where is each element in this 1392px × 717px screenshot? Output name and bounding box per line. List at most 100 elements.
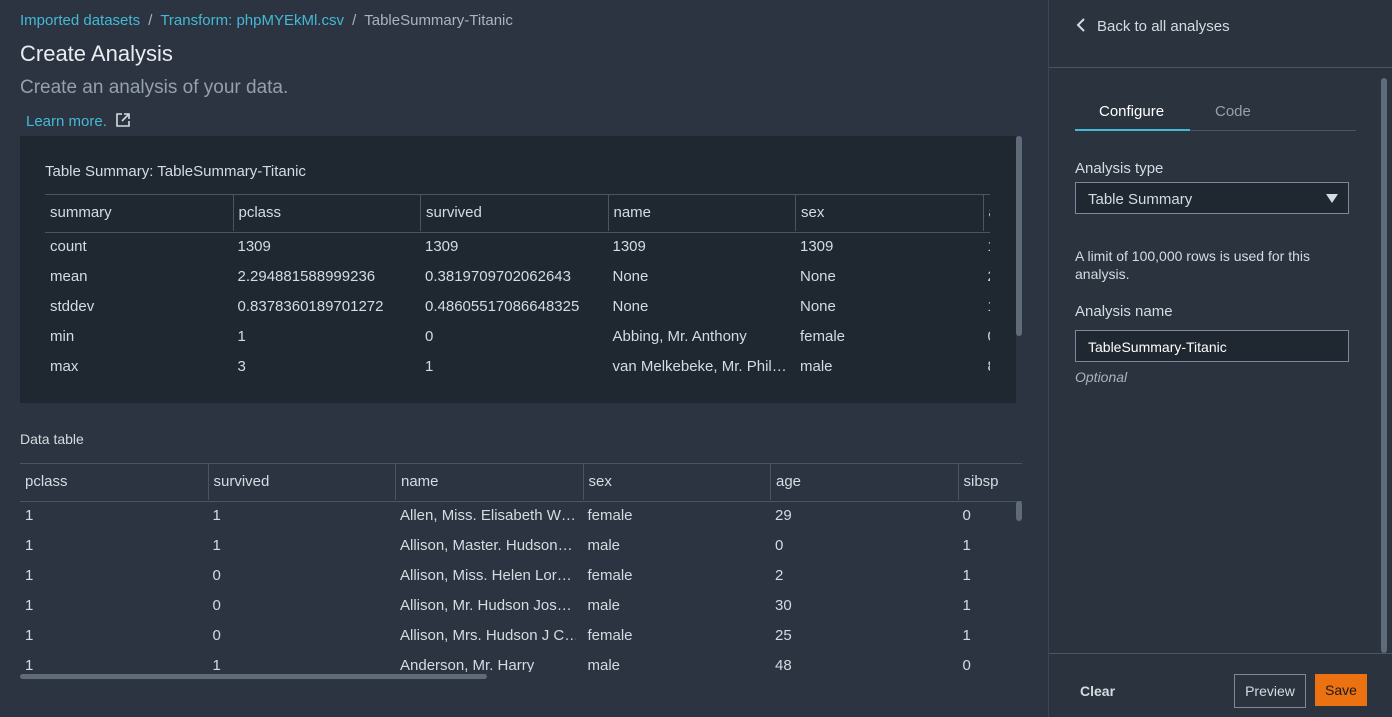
cell: min bbox=[50, 328, 75, 345]
cell: 1 bbox=[212, 537, 221, 554]
cell: stddev bbox=[50, 298, 95, 315]
cell: 1309 bbox=[237, 238, 271, 255]
learn-more-text: Learn more. bbox=[26, 113, 107, 130]
cell: 3 bbox=[237, 358, 246, 375]
cell: 1 bbox=[962, 627, 971, 644]
cell: Allison, Mr. Hudson Jos… bbox=[400, 597, 572, 614]
cell: 0.48605517086648325 bbox=[425, 298, 580, 315]
label: Analysis name bbox=[1075, 303, 1173, 320]
cell: 30 bbox=[775, 597, 792, 614]
cell: 1 bbox=[25, 537, 34, 554]
cell: 1 bbox=[25, 597, 34, 614]
cell: 0 bbox=[212, 597, 221, 614]
back-text: Back to all analyses bbox=[1097, 18, 1230, 35]
tab[interactable]: Configure bbox=[1099, 103, 1165, 120]
cell: 1 bbox=[212, 507, 221, 524]
cell: Allison, Mrs. Hudson J C… bbox=[400, 627, 576, 644]
cell: van Melkebeke, Mr. Phil… bbox=[612, 358, 787, 375]
cell: 14.413493211271334 bbox=[983, 289, 991, 325]
column-header: age bbox=[982, 195, 990, 231]
preview-button[interactable]: Preview bbox=[1234, 674, 1306, 708]
select[interactable]: Table Summary bbox=[1075, 182, 1349, 214]
cell: Abbing, Mr. Anthony bbox=[612, 328, 747, 345]
cell: max bbox=[50, 358, 79, 375]
cell: 1 bbox=[25, 567, 34, 584]
cell: 2 bbox=[775, 567, 784, 584]
data-table-title: Data table bbox=[20, 431, 84, 447]
data-header: pclass survived name sex age sibsp bbox=[20, 463, 1022, 502]
cell: count bbox=[50, 238, 87, 255]
input[interactable]: TableSummary-Titanic bbox=[1075, 330, 1349, 362]
cell: female bbox=[587, 567, 633, 584]
cell: 1 bbox=[25, 507, 34, 524]
clear-button[interactable]: Clear bbox=[1080, 683, 1116, 699]
cell: male bbox=[587, 537, 621, 554]
cell: male bbox=[587, 657, 621, 672]
chevron bbox=[1076, 18, 1085, 32]
select-value: Table Summary bbox=[1088, 191, 1193, 208]
cell: 0 bbox=[212, 567, 221, 584]
v-scrollbar[interactable] bbox=[1016, 501, 1022, 521]
cell: 0 bbox=[775, 537, 784, 554]
cell: 0.3819709702062643 bbox=[425, 268, 571, 285]
cell: 1 bbox=[962, 597, 971, 614]
summary-box: Table Summary: TableSummary-Titanic summ… bbox=[20, 136, 1016, 403]
tab[interactable]: Code bbox=[1215, 103, 1251, 120]
cell: 1 bbox=[962, 537, 971, 554]
cell: 29 bbox=[775, 507, 792, 524]
cell: 0 bbox=[962, 657, 971, 672]
column-header: sibsp bbox=[957, 464, 1023, 500]
column-header: survived bbox=[207, 464, 396, 500]
input-value: TableSummary-Titanic bbox=[1088, 339, 1227, 355]
column-header: pclass bbox=[232, 195, 421, 231]
crumb[interactable]: Imported datasets bbox=[20, 12, 141, 29]
cell: 1 bbox=[212, 657, 221, 672]
cell: mean bbox=[50, 268, 88, 285]
data-body: 1 1 Allen, Miss. Elisabeth W… female 29 0 1 1 Al… bbox=[20, 501, 1022, 672]
back-link[interactable]: Back to all analyses bbox=[1075, 18, 1230, 35]
cell: 2.294881588999236 bbox=[237, 268, 376, 285]
cell: 0.8378360189701272 bbox=[237, 298, 384, 315]
column-header: summary bbox=[50, 204, 112, 221]
column-header: survived bbox=[420, 195, 608, 231]
learn-more[interactable]: Learn more. bbox=[26, 112, 131, 130]
h-scrollbar[interactable] bbox=[20, 674, 487, 679]
optional: Optional bbox=[1075, 369, 1128, 385]
external-icon bbox=[116, 113, 130, 127]
caret bbox=[1326, 194, 1338, 203]
cell: 0.1667 bbox=[983, 319, 991, 355]
column-header: pclass bbox=[25, 473, 68, 490]
cell: 1 bbox=[237, 328, 246, 345]
cell: female bbox=[587, 627, 633, 644]
cell: 48 bbox=[775, 657, 792, 672]
crumb: TableSummary-Titanic bbox=[364, 12, 513, 29]
cell: Anderson, Mr. Harry bbox=[400, 657, 535, 672]
subtitle: Create an analysis of your data. bbox=[20, 77, 289, 98]
cell: Allen, Miss. Elisabeth W… bbox=[400, 507, 576, 524]
cell: female bbox=[800, 328, 846, 345]
scrollbar[interactable] bbox=[1016, 136, 1022, 336]
cell: 1 bbox=[25, 657, 34, 672]
tab-active bbox=[1075, 129, 1190, 131]
cell: Allison, Master. Hudson… bbox=[400, 537, 573, 554]
tab-line bbox=[1075, 130, 1356, 131]
save-button[interactable]: Save bbox=[1315, 674, 1367, 706]
sep: / bbox=[352, 12, 357, 29]
cell: 1046 bbox=[983, 232, 991, 265]
cell: None bbox=[800, 268, 836, 285]
cell: Allison, Miss. Helen Lor… bbox=[400, 567, 572, 584]
cell: None bbox=[612, 268, 649, 285]
panel-scrollbar[interactable] bbox=[1381, 78, 1387, 653]
label: Analysis type bbox=[1075, 160, 1164, 177]
cell: male bbox=[587, 597, 621, 614]
column-header: sex bbox=[582, 464, 771, 500]
cell: 0 bbox=[962, 507, 971, 524]
cell: 1309 bbox=[425, 238, 459, 255]
cell: 1 bbox=[25, 627, 34, 644]
crumb[interactable]: Transform: phpMYEkMl.csv bbox=[160, 12, 344, 29]
cell: 80 bbox=[983, 349, 991, 385]
column-header: name bbox=[607, 195, 796, 231]
summary-title: Table Summary: TableSummary-Titanic bbox=[45, 163, 306, 180]
